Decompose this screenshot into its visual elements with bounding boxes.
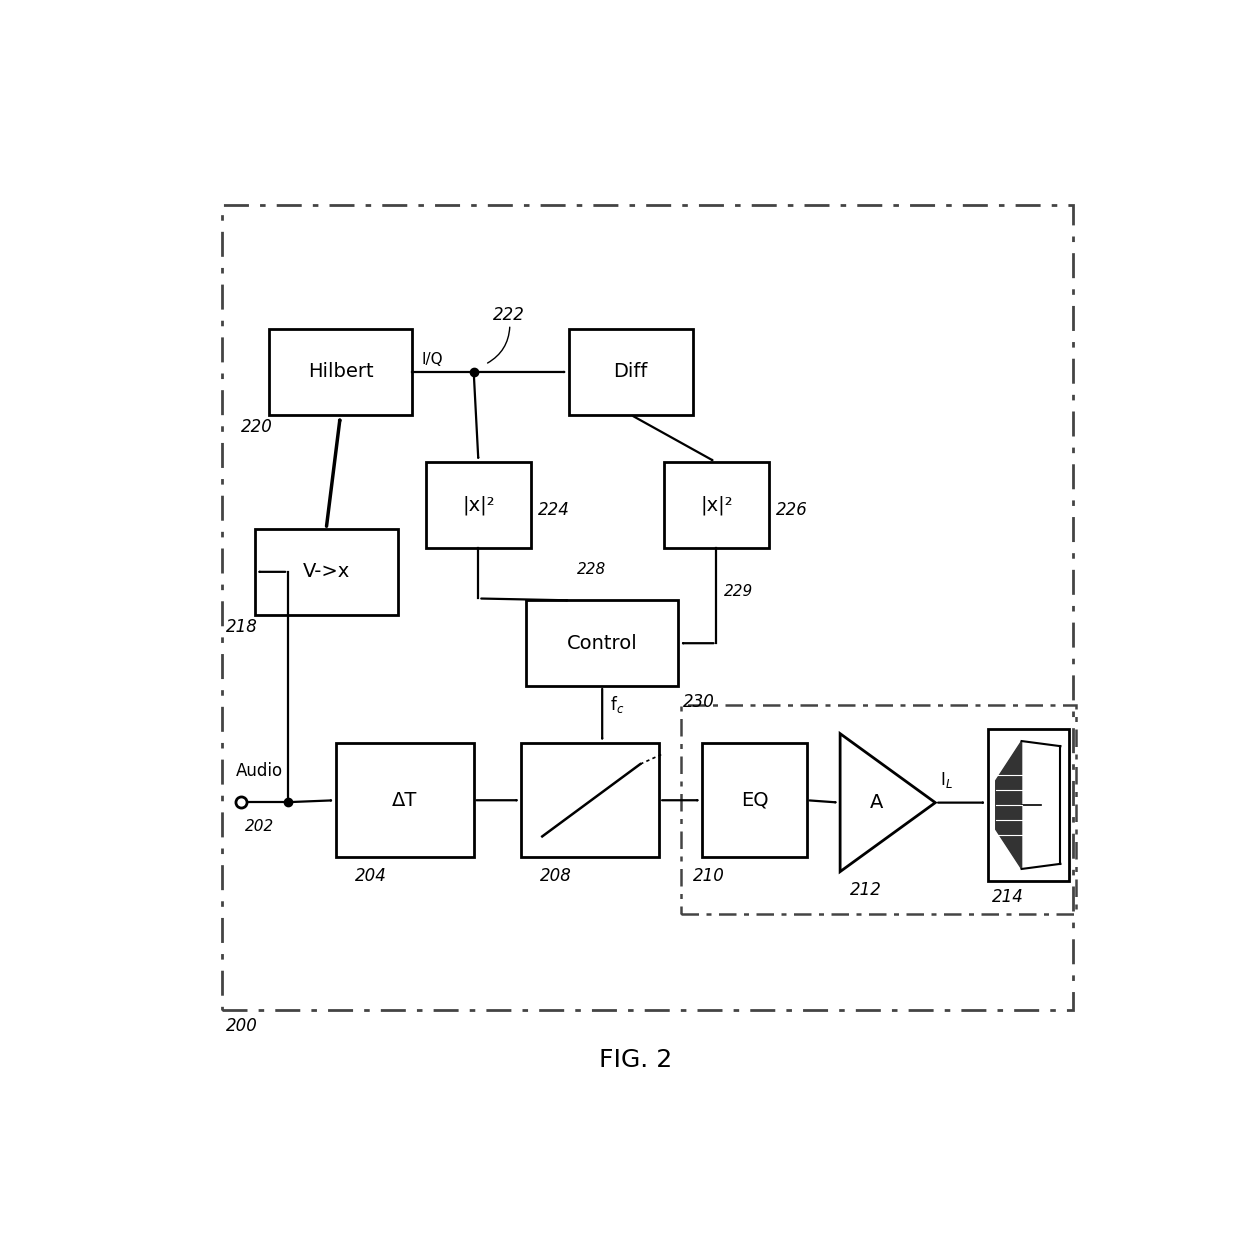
FancyBboxPatch shape: [427, 462, 531, 548]
Text: 226: 226: [776, 501, 808, 519]
Text: 214: 214: [992, 889, 1024, 906]
FancyBboxPatch shape: [254, 529, 398, 614]
Text: 230: 230: [683, 693, 715, 711]
FancyBboxPatch shape: [526, 601, 678, 686]
Text: 218: 218: [226, 618, 258, 635]
Text: Control: Control: [567, 634, 637, 653]
Text: 208: 208: [541, 868, 572, 885]
Text: Diff: Diff: [614, 362, 649, 382]
Text: 212: 212: [849, 881, 882, 900]
Text: I$_L$: I$_L$: [940, 770, 952, 791]
Text: ΔT: ΔT: [392, 791, 418, 810]
Text: 210: 210: [693, 868, 724, 885]
Text: 202: 202: [246, 818, 274, 834]
Text: Audio: Audio: [236, 761, 283, 780]
FancyBboxPatch shape: [987, 729, 1069, 881]
Text: |x|²: |x|²: [463, 496, 495, 515]
Text: 222: 222: [492, 305, 525, 324]
Text: |x|²: |x|²: [701, 496, 733, 515]
FancyBboxPatch shape: [521, 743, 660, 858]
Text: FIG. 2: FIG. 2: [599, 1048, 672, 1072]
FancyBboxPatch shape: [702, 743, 807, 858]
Text: 229: 229: [724, 583, 753, 598]
Text: A: A: [869, 794, 883, 812]
Text: f$_c$: f$_c$: [610, 693, 624, 714]
Text: V->x: V->x: [303, 562, 350, 581]
Text: I/Q: I/Q: [422, 352, 443, 367]
Text: 224: 224: [538, 501, 570, 519]
FancyBboxPatch shape: [269, 329, 412, 415]
Text: 220: 220: [241, 418, 273, 436]
Text: 204: 204: [355, 868, 387, 885]
Text: 228: 228: [577, 562, 606, 577]
Polygon shape: [996, 742, 1022, 869]
Text: Hilbert: Hilbert: [308, 362, 373, 382]
FancyBboxPatch shape: [569, 329, 693, 415]
FancyBboxPatch shape: [336, 743, 474, 858]
Text: EQ: EQ: [740, 791, 769, 810]
Text: 200: 200: [226, 1016, 258, 1035]
FancyBboxPatch shape: [665, 462, 769, 548]
Polygon shape: [841, 734, 935, 871]
